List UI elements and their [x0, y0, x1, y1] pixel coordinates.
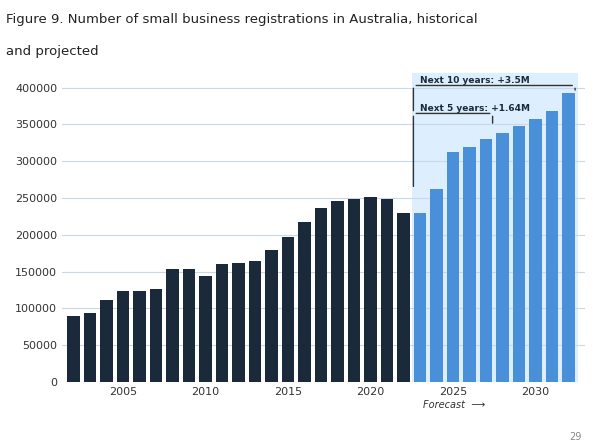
Bar: [412, 73, 578, 382]
Bar: [480, 139, 492, 382]
Bar: [282, 237, 294, 382]
Bar: [183, 269, 195, 382]
Bar: [414, 213, 426, 382]
Bar: [265, 250, 278, 382]
Bar: [84, 313, 96, 382]
Bar: [117, 291, 129, 382]
Bar: [67, 317, 80, 382]
Bar: [331, 201, 344, 382]
Bar: [166, 269, 179, 382]
Bar: [364, 197, 377, 382]
Bar: [463, 147, 476, 382]
Text: Next 10 years: +3.5M: Next 10 years: +3.5M: [420, 76, 530, 85]
Bar: [562, 93, 575, 382]
Bar: [546, 111, 558, 382]
Bar: [447, 153, 459, 382]
Bar: [199, 276, 212, 382]
Bar: [216, 264, 228, 382]
Text: 29: 29: [569, 432, 582, 442]
Bar: [513, 126, 525, 382]
Bar: [133, 291, 146, 382]
Text: Next 5 years: +1.64M: Next 5 years: +1.64M: [420, 103, 530, 112]
Bar: [430, 189, 443, 382]
Bar: [100, 300, 113, 382]
Bar: [249, 260, 261, 382]
Bar: [315, 207, 327, 382]
Text: Figure 9. Number of small business registrations in Australia, historical: Figure 9. Number of small business regis…: [6, 13, 478, 26]
Bar: [298, 222, 311, 382]
Bar: [348, 199, 360, 382]
Bar: [381, 199, 393, 382]
Bar: [529, 119, 542, 382]
Bar: [150, 289, 162, 382]
Text: Forecast  ⟶: Forecast ⟶: [424, 400, 485, 410]
Bar: [232, 263, 245, 382]
Text: and projected: and projected: [6, 45, 98, 58]
Bar: [496, 132, 509, 382]
Bar: [397, 214, 410, 382]
